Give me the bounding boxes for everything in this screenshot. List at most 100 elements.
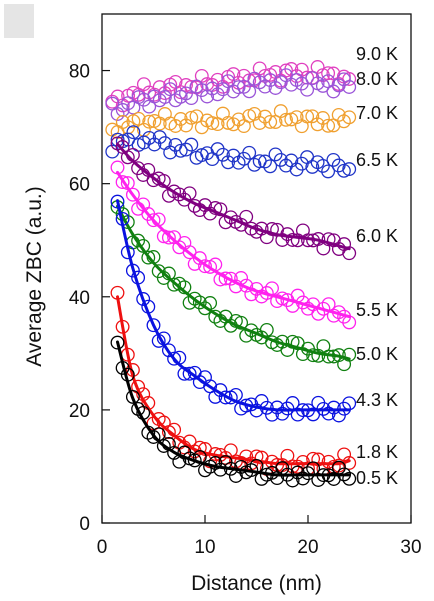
data-point — [157, 107, 172, 121]
data-point — [337, 447, 352, 462]
series-labels: 9.0 K 8.0 K 7.0 K 6.5 K 6.0 K 5.5 K 5.0 K 4.3 K… — [356, 44, 398, 488]
data-point — [125, 187, 140, 202]
data-point — [306, 348, 321, 363]
data-point — [121, 96, 136, 111]
series-label-5-0-k: 5.0 K — [356, 344, 398, 364]
data-point — [295, 471, 310, 486]
data-point — [161, 230, 176, 245]
x-tick-label-2: 20 — [297, 537, 318, 558]
series-5-0-k — [110, 200, 357, 372]
series-5-5-k — [110, 160, 357, 330]
series-0-5-k — [110, 335, 357, 488]
data-point — [184, 91, 199, 106]
data-point — [321, 232, 336, 247]
data-point — [179, 142, 193, 157]
series-label-9-0-k: 9.0 K — [356, 44, 398, 64]
data-point — [342, 347, 357, 362]
series-8-0-k — [105, 68, 357, 121]
data-point — [172, 187, 187, 202]
data-point — [167, 277, 182, 292]
data-point — [115, 175, 130, 190]
data-point — [136, 77, 151, 92]
data-point — [157, 90, 172, 104]
data-point — [326, 233, 341, 248]
data-point — [315, 78, 330, 93]
data-point — [263, 73, 278, 88]
series-label-6-5-k: 6.5 K — [356, 150, 398, 170]
data-point — [239, 209, 254, 224]
data-point — [221, 115, 236, 130]
data-point — [182, 245, 197, 260]
data-point — [258, 154, 272, 169]
data-point — [131, 233, 146, 248]
fit-curve-1-8-k — [116, 295, 351, 466]
x-tick-label-3: 30 — [400, 537, 421, 558]
data-point — [136, 135, 151, 150]
series-label-1-8-k: 1.8 K — [356, 442, 398, 462]
data-point — [321, 66, 336, 81]
data-point — [226, 148, 241, 163]
data-point — [179, 118, 193, 133]
series-label-5-5-k: 5.5 K — [356, 300, 398, 320]
data-point — [342, 80, 357, 94]
data-point — [173, 143, 188, 158]
data-point — [326, 400, 341, 415]
data-point — [126, 125, 141, 140]
y-tick-label-0: 0 — [79, 514, 90, 535]
data-point — [342, 396, 357, 411]
data-point — [218, 271, 233, 286]
series-6-5-k — [105, 125, 357, 179]
corner-decoration — [4, 4, 34, 38]
data-point — [198, 301, 212, 316]
data-point — [110, 194, 125, 209]
data-point — [315, 111, 330, 125]
x-tick-label-0: 0 — [97, 537, 108, 558]
data-point — [141, 250, 156, 265]
data-point — [192, 203, 207, 218]
data-point — [179, 86, 193, 101]
data-point — [234, 315, 249, 330]
data-point — [331, 158, 346, 173]
data-point — [336, 163, 351, 178]
series-label-7-0-k: 7.0 K — [356, 103, 398, 123]
series-label-8-0-k: 8.0 K — [356, 69, 398, 89]
data-point — [242, 84, 257, 99]
data-point — [215, 82, 230, 97]
data-point — [265, 222, 279, 236]
data-point — [167, 351, 182, 366]
data-point — [131, 111, 146, 126]
data-point — [321, 164, 336, 179]
data-point — [275, 406, 290, 421]
data-point — [342, 110, 357, 125]
data-point — [315, 158, 330, 173]
data-point — [249, 449, 264, 464]
plot-axes — [101, 13, 412, 524]
fit-curve-5-0-k — [116, 204, 351, 361]
data-point — [284, 77, 299, 92]
data-point — [131, 401, 146, 416]
data-point — [342, 246, 357, 261]
data-point — [223, 271, 238, 286]
data-point — [142, 114, 157, 129]
data-point — [263, 114, 278, 129]
data-point — [265, 281, 279, 296]
x-tick-label-1: 10 — [194, 537, 215, 558]
data-point — [125, 389, 140, 404]
data-point — [200, 89, 215, 104]
data-point — [136, 92, 151, 107]
data-point — [305, 109, 320, 124]
data-point — [242, 145, 257, 160]
data-point — [184, 137, 199, 152]
data-point — [147, 137, 162, 152]
data-point — [184, 110, 199, 125]
y-tick-label-3: 60 — [69, 175, 90, 196]
plot-frame — [101, 13, 412, 524]
x-axis-ticks: 0 10 20 30 — [97, 515, 422, 558]
data-point — [236, 79, 251, 94]
data-point — [268, 147, 283, 162]
data-point — [146, 213, 161, 228]
data-point — [285, 334, 300, 349]
data-point — [115, 115, 130, 129]
y-axis-ticks: 0 20 40 60 80 — [69, 62, 110, 535]
data-point — [342, 471, 357, 486]
